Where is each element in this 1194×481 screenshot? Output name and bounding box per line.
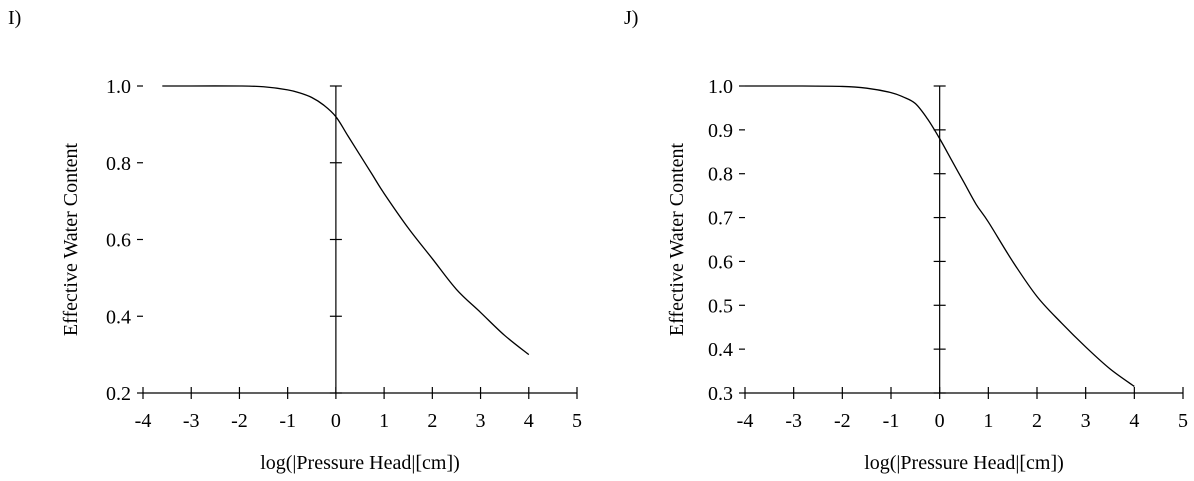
chart-j-series-line [744,85,1135,387]
chart-i-x-tick-label: -3 [183,410,200,432]
chart-j-y-axis-title: Effective Water Content [666,142,688,336]
chart-i-y-axis-title: Effective Water Content [60,142,82,336]
chart-i-x-tick-label: 1 [379,410,389,432]
chart-j-panel-label: J) [624,7,638,29]
chart-j-x-tick-label: 2 [1032,410,1042,432]
chart-j-y-tick-label: 0.3 [708,383,733,405]
chart-j-x-tick-label: 3 [1081,410,1091,432]
chart-panel-j: J) -4 -3 -2 -1 0 1 2 3 4 5 0.3 0.4 0.5 0.6 0.7 0.8 0.9 1.0… [624,7,1188,474]
chart-j-x-tick-label: 5 [1178,410,1188,432]
chart-i-y-tick-label: 0.8 [106,153,131,175]
chart-j-y-tick-label: 1.0 [708,76,733,98]
chart-j-x-tick-label: -2 [834,410,851,432]
chart-j-y-tick-label: 0.4 [708,339,733,361]
chart-i-x-tick-label: -2 [231,410,248,432]
chart-j-x-tick-label: -1 [883,410,900,432]
chart-j-x-tick-label: -4 [737,410,754,432]
chart-i-series-line [162,85,530,356]
chart-i-x-tick-label: 0 [331,410,341,432]
chart-i-panel-label: I) [8,7,21,29]
chart-j-y-tick-label: 0.8 [708,164,733,186]
chart-j-x-tick-label: -3 [785,410,802,432]
chart-j-y-tick-label: 0.7 [708,208,733,230]
chart-j-x-tick-label: 1 [983,410,993,432]
chart-i-x-tick-label: -4 [135,410,152,432]
chart-i-y-tick-label: 1.0 [106,76,131,98]
chart-j-y-tick-label: 0.5 [708,295,733,317]
chart-i-y-tick-label: 0.2 [106,383,131,405]
chart-j-x-tick-label: 0 [935,410,945,432]
chart-j-y-tick-label: 0.6 [708,251,733,273]
chart-i-x-tick-label: 5 [572,410,582,432]
chart-panel-i: I) -4 -3 -2 -1 0 1 2 3 4 5 0.2 0.4 0.6 0.8 1.0 log(|Pres… [8,7,582,474]
chart-i-y-tick-label: 0.6 [106,230,131,252]
chart-i-y-tick-label: 0.4 [106,306,131,328]
chart-i-x-tick-label: -1 [279,410,296,432]
chart-i-x-tick-label: 4 [524,410,534,432]
chart-i-x-tick-label: 3 [476,410,486,432]
chart-j-y-tick-label: 0.9 [708,120,733,142]
chart-i-x-tick-label: 2 [427,410,437,432]
chart-i-x-axis-title: log(|Pressure Head|[cm]) [260,452,460,474]
chart-j-x-axis-title: log(|Pressure Head|[cm]) [864,452,1064,474]
chart-j-x-tick-label: 4 [1129,410,1139,432]
